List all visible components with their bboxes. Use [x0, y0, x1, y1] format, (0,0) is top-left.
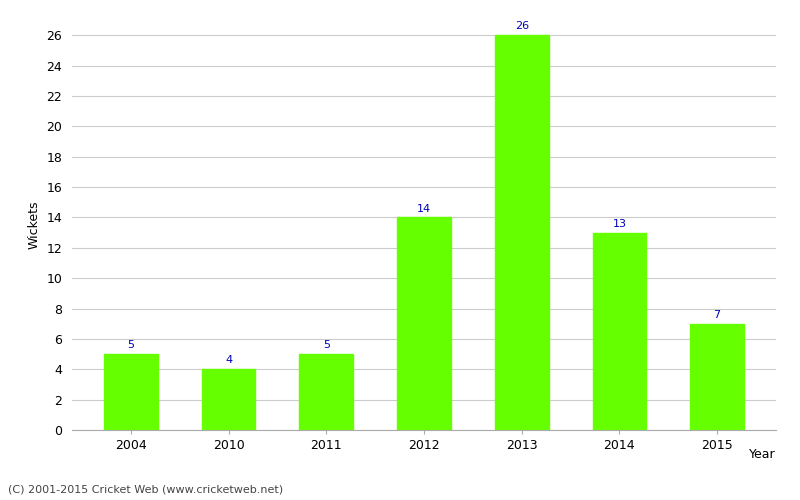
Text: Year: Year: [750, 448, 776, 460]
Bar: [690, 324, 744, 430]
Y-axis label: Wickets: Wickets: [28, 200, 41, 249]
Bar: [104, 354, 158, 430]
Bar: [299, 354, 353, 430]
Text: 5: 5: [127, 340, 134, 350]
Text: 5: 5: [322, 340, 330, 350]
Bar: [397, 218, 451, 430]
Text: (C) 2001-2015 Cricket Web (www.cricketweb.net): (C) 2001-2015 Cricket Web (www.cricketwe…: [8, 485, 283, 495]
Text: 7: 7: [714, 310, 721, 320]
Text: 14: 14: [417, 204, 431, 214]
Bar: [495, 35, 549, 430]
Bar: [593, 232, 646, 430]
Text: 26: 26: [514, 22, 529, 32]
Text: 4: 4: [225, 356, 232, 366]
Text: 13: 13: [613, 219, 626, 229]
Bar: [202, 370, 255, 430]
